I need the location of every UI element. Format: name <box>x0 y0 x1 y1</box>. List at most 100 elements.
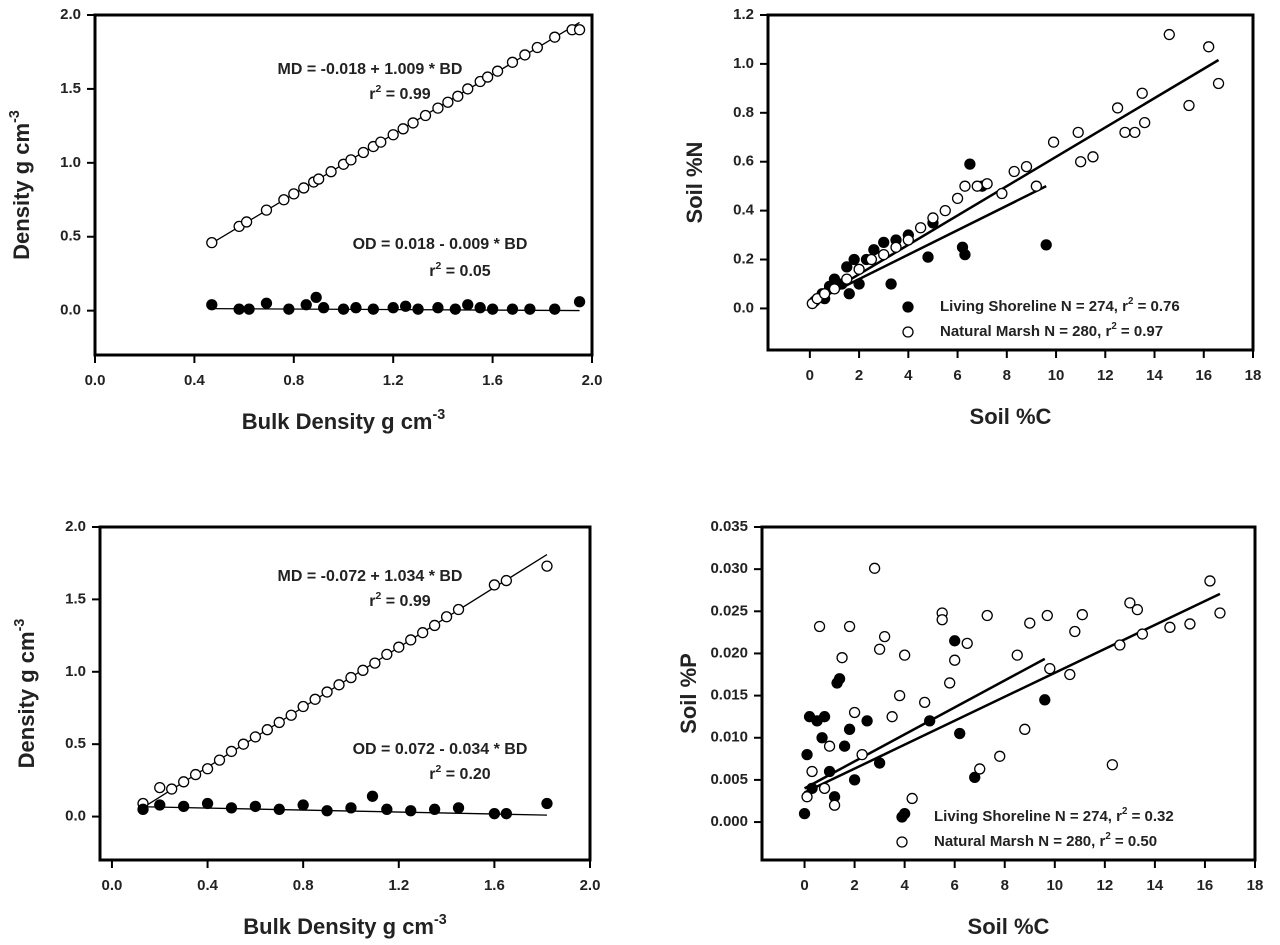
point <box>813 620 826 633</box>
annotation-after: = 0.20 <box>441 766 490 783</box>
point <box>1136 628 1149 640</box>
y-tick-label: 0.5 <box>65 735 86 752</box>
point <box>442 96 454 108</box>
x-axis-label: Bulk Density g cm-3 <box>242 407 445 434</box>
point <box>312 173 325 185</box>
point <box>1184 618 1196 630</box>
y-tick-label: 1.5 <box>60 80 81 97</box>
point <box>803 711 816 723</box>
x-tick-label: 8 <box>1003 367 1011 384</box>
point <box>1041 609 1053 622</box>
legend-label-after: = 0.76 <box>1133 298 1179 315</box>
legend-label: Natural Marsh N = 280, r2 = 0.50 <box>934 831 1157 850</box>
point <box>375 136 387 148</box>
y-tick-label: 1.0 <box>733 55 754 72</box>
point <box>927 212 939 224</box>
point <box>488 808 501 820</box>
x-tick-label: 4 <box>900 877 909 894</box>
y-tick-label: 0.015 <box>710 687 748 704</box>
point <box>828 283 841 295</box>
annotation: OD = 0.018 - 0.009 * BD <box>353 236 528 253</box>
point <box>922 251 934 263</box>
point <box>206 299 218 311</box>
legend-label-text: Natural Marsh N = 280, r <box>934 833 1105 850</box>
point <box>1020 160 1033 173</box>
y-axis-label: Density g cm-3 <box>7 110 34 260</box>
x-tick-label: 0.8 <box>283 372 304 389</box>
x-tick-label: 0.4 <box>197 877 219 894</box>
annotation-text: r <box>369 86 375 103</box>
legend-marker <box>902 326 914 338</box>
x-tick-label: 10 <box>1048 367 1065 384</box>
x-tick-label: 0.0 <box>85 372 106 389</box>
x-tick-label: 1.2 <box>383 372 404 389</box>
annotation-after: = 0.99 <box>381 593 430 610</box>
annotation-text: r <box>429 263 435 280</box>
point <box>823 765 836 778</box>
point <box>873 643 886 655</box>
legend-label-after: = 0.50 <box>1111 833 1157 850</box>
point <box>843 620 856 633</box>
point <box>878 630 891 643</box>
point <box>273 803 285 815</box>
point <box>836 652 848 664</box>
legend-label-after: = 0.32 <box>1127 808 1173 825</box>
point <box>848 253 860 266</box>
point <box>1008 165 1020 178</box>
point <box>1214 607 1226 619</box>
point <box>868 244 880 256</box>
point <box>285 709 297 721</box>
point <box>841 261 853 273</box>
y-tick-label: 2.0 <box>65 518 86 535</box>
point <box>506 56 519 68</box>
y-axis-label-text: Density g cm <box>9 123 34 260</box>
x-tick-label: 18 <box>1247 877 1264 894</box>
point <box>954 727 966 740</box>
point <box>154 799 166 811</box>
point <box>1203 41 1215 53</box>
point <box>961 637 973 649</box>
y-axis-label-text: Soil %P <box>676 653 701 734</box>
point <box>843 723 856 735</box>
point <box>959 180 971 192</box>
point <box>240 216 253 228</box>
point <box>213 754 226 766</box>
point <box>873 757 886 769</box>
point <box>178 800 190 813</box>
point <box>964 158 976 170</box>
point <box>519 49 531 61</box>
point <box>798 807 811 820</box>
x-axis-label-text: Bulk Density g cm <box>242 409 433 434</box>
point <box>959 248 971 261</box>
annotation: r2 = 0.99 <box>369 84 430 103</box>
point <box>1139 116 1151 129</box>
annotation: OD = 0.072 - 0.034 * BD <box>353 741 528 758</box>
y-tick-label: 1.0 <box>65 663 86 680</box>
point <box>350 302 362 314</box>
y-axis-label-text: Soil %N <box>682 142 707 224</box>
fit-line <box>143 806 547 816</box>
point <box>1069 625 1081 638</box>
fit-line <box>804 592 1221 794</box>
y-tick-label: 0.035 <box>710 518 748 535</box>
point <box>838 740 851 752</box>
y-tick-label: 0.8 <box>733 104 754 121</box>
point <box>337 303 350 315</box>
point <box>201 763 214 775</box>
x-axis-label-sup: -3 <box>434 912 447 928</box>
point <box>1212 77 1225 90</box>
point <box>300 299 312 311</box>
point <box>345 802 357 814</box>
x-tick-label: 2 <box>850 877 858 894</box>
x-tick-label: 8 <box>1001 877 1009 894</box>
point <box>1136 87 1148 99</box>
y-tick-label: 0.6 <box>733 153 754 170</box>
point <box>806 765 818 778</box>
annotation-sup: 2 <box>436 764 442 775</box>
y-tick-label: 0.0 <box>65 808 86 825</box>
point <box>981 609 993 622</box>
point <box>201 797 214 810</box>
point <box>890 241 902 253</box>
point <box>452 802 465 814</box>
point <box>818 711 831 723</box>
